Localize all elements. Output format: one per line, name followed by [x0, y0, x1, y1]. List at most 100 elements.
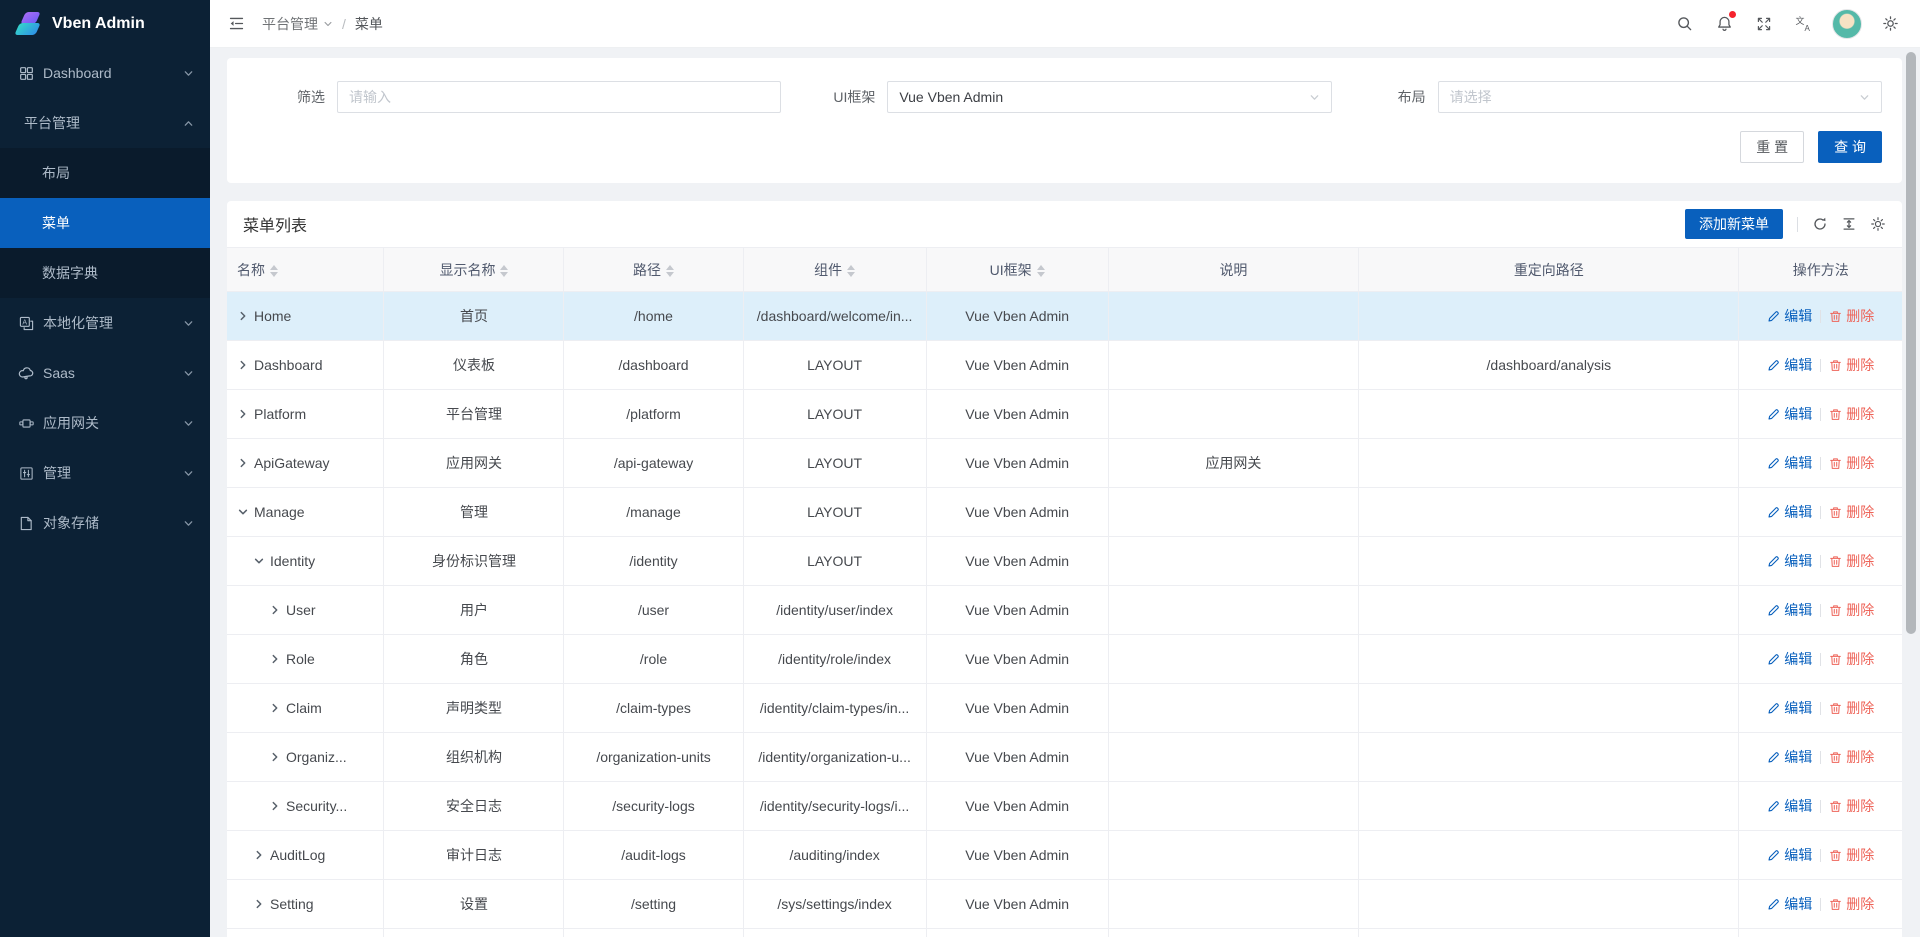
delete-link[interactable]: 删除	[1829, 600, 1874, 620]
caret-right-icon[interactable]	[269, 751, 281, 763]
delete-link[interactable]: 删除	[1829, 747, 1874, 767]
sidebar-item-dashboard[interactable]: Dashboard	[0, 48, 210, 98]
row-name: Platform	[254, 406, 307, 422]
cell-component: /sys/settings/index	[742, 879, 927, 929]
row-height-icon[interactable]	[1841, 216, 1857, 232]
caret-right-icon[interactable]	[237, 457, 249, 469]
table-row[interactable]: AuditLog 审计日志/audit-logs/auditing/index Vu…	[227, 830, 1902, 880]
table-row[interactable]: Home 首页/home/dashboard/welcome/in... Vue V…	[227, 291, 1902, 341]
fullscreen-icon[interactable]	[1744, 0, 1784, 48]
table-row[interactable]: Manage 管理/manage LAYOUT Vue Vben Admin 编辑 删除	[227, 487, 1902, 537]
edit-link[interactable]: 编辑	[1767, 894, 1812, 914]
table-row[interactable]	[227, 928, 1902, 937]
edit-link[interactable]: 编辑	[1767, 796, 1812, 816]
delete-link[interactable]: 删除	[1829, 551, 1874, 571]
menu-fold-icon[interactable]	[216, 0, 256, 48]
settings-gear-icon[interactable]	[1870, 0, 1910, 48]
trash-icon	[1829, 800, 1842, 813]
table-row[interactable]: Role 角色/role/identity/role/index Vue Vben …	[227, 634, 1902, 684]
table-row[interactable]: Claim 声明类型/claim-types/identity/claim-typ…	[227, 683, 1902, 733]
sidebar-item-object-storage[interactable]: 对象存储	[0, 498, 210, 548]
caret-down-icon[interactable]	[237, 506, 249, 518]
caret-right-icon[interactable]	[237, 359, 249, 371]
reset-button[interactable]: 重 置	[1740, 131, 1805, 163]
sidebar-item-localization[interactable]: A 本地化管理	[0, 298, 210, 348]
caret-right-icon[interactable]	[269, 702, 281, 714]
sidebar-item-menu[interactable]: 菜单	[0, 198, 210, 248]
table-row[interactable]: Dashboard 仪表板/dashboard LAYOUT Vue Vben Adm…	[227, 340, 1902, 390]
edit-link[interactable]: 编辑	[1767, 306, 1812, 326]
caret-down-icon[interactable]	[253, 555, 265, 567]
edit-link[interactable]: 编辑	[1767, 453, 1812, 473]
sidebar-item-data-dictionary[interactable]: 数据字典	[42, 265, 98, 281]
delete-link[interactable]: 删除	[1829, 355, 1874, 375]
avatar[interactable]	[1832, 8, 1862, 39]
table-row[interactable]: Setting 设置/setting/sys/settings/index Vue …	[227, 879, 1902, 929]
sort-icon[interactable]	[1036, 264, 1045, 277]
filter-keyword-input[interactable]	[337, 81, 782, 113]
breadcrumb-parent[interactable]: 平台管理	[262, 14, 333, 34]
filter-layout-select[interactable]: 请选择	[1437, 81, 1882, 113]
sort-icon[interactable]	[500, 264, 509, 277]
edit-link[interactable]: 编辑	[1767, 698, 1812, 718]
delete-link[interactable]: 删除	[1829, 306, 1874, 326]
edit-link[interactable]: 编辑	[1767, 404, 1812, 424]
delete-link[interactable]: 删除	[1829, 698, 1874, 718]
sort-icon[interactable]	[666, 264, 675, 277]
cell-redirect	[1358, 781, 1740, 831]
sidebar-item-api-gateway[interactable]: 应用网关	[0, 398, 210, 448]
edit-link[interactable]: 编辑	[1767, 845, 1812, 865]
column-header-1[interactable]: 显示名称	[383, 247, 565, 292]
cell-path	[563, 928, 744, 937]
add-menu-button[interactable]: 添加新菜单	[1685, 209, 1783, 239]
delete-link[interactable]: 删除	[1829, 502, 1874, 522]
table-row[interactable]: Platform 平台管理/platform LAYOUT Vue Vben Admi…	[227, 389, 1902, 439]
edit-link[interactable]: 编辑	[1767, 600, 1812, 620]
table-row[interactable]: ApiGateway 应用网关/api-gateway LAYOUT Vue Vben…	[227, 438, 1902, 488]
table-row[interactable]: Security... 安全日志/security-logs/identity/s…	[227, 781, 1902, 831]
caret-right-icon[interactable]	[253, 898, 265, 910]
cell-component: /identity/security-logs/i...	[742, 781, 927, 831]
delete-link[interactable]: 删除	[1829, 894, 1874, 914]
edit-link[interactable]: 编辑	[1767, 502, 1812, 522]
notification-bell-icon[interactable]	[1704, 0, 1744, 48]
delete-link[interactable]: 删除	[1829, 649, 1874, 669]
caret-right-icon[interactable]	[269, 604, 281, 616]
sidebar-item-saas[interactable]: Saas	[0, 348, 210, 398]
caret-right-icon[interactable]	[269, 800, 281, 812]
caret-right-icon[interactable]	[237, 310, 249, 322]
delete-link[interactable]: 删除	[1829, 796, 1874, 816]
sidebar-item-manage[interactable]: 管理	[0, 448, 210, 498]
column-header-0[interactable]: 名称	[227, 247, 385, 292]
refresh-icon[interactable]	[1812, 216, 1828, 232]
search-button[interactable]: 查 询	[1818, 131, 1882, 163]
cell-description	[1107, 634, 1360, 684]
sort-icon[interactable]	[270, 264, 278, 277]
edit-link[interactable]: 编辑	[1767, 551, 1812, 571]
filter-framework-select[interactable]: Vue Vben Admin	[887, 81, 1332, 113]
table-row[interactable]: Organiz... 组织机构/organization-units/identi…	[227, 732, 1902, 782]
caret-right-icon[interactable]	[237, 408, 249, 420]
sidebar-item-platform[interactable]: 平台管理	[0, 98, 210, 148]
sort-icon[interactable]	[847, 264, 856, 277]
table-row[interactable]: Identity 身份标识管理/identity LAYOUT Vue Vben Ad…	[227, 536, 1902, 586]
search-icon[interactable]	[1664, 0, 1704, 48]
sidebar-item-layout[interactable]: 布局	[42, 165, 70, 181]
table-row[interactable]: User 用户/user/identity/user/index Vue Vben …	[227, 585, 1902, 635]
delete-link[interactable]: 删除	[1829, 404, 1874, 424]
scrollbar-thumb[interactable]	[1906, 52, 1916, 634]
column-header-2[interactable]: 路径	[563, 247, 744, 292]
vben-logo-icon	[13, 9, 43, 39]
edit-link[interactable]: 编辑	[1767, 355, 1812, 375]
caret-right-icon[interactable]	[253, 849, 265, 861]
column-header-4[interactable]: UI框架	[925, 247, 1109, 292]
delete-link[interactable]: 删除	[1829, 453, 1874, 473]
column-settings-gear-icon[interactable]	[1870, 216, 1886, 232]
edit-link[interactable]: 编辑	[1767, 747, 1812, 767]
edit-link[interactable]: 编辑	[1767, 649, 1812, 669]
caret-right-icon[interactable]	[269, 653, 281, 665]
delete-link[interactable]: 删除	[1829, 845, 1874, 865]
column-header-3[interactable]: 组件	[742, 247, 927, 292]
logo[interactable]: Vben Admin	[0, 0, 210, 48]
